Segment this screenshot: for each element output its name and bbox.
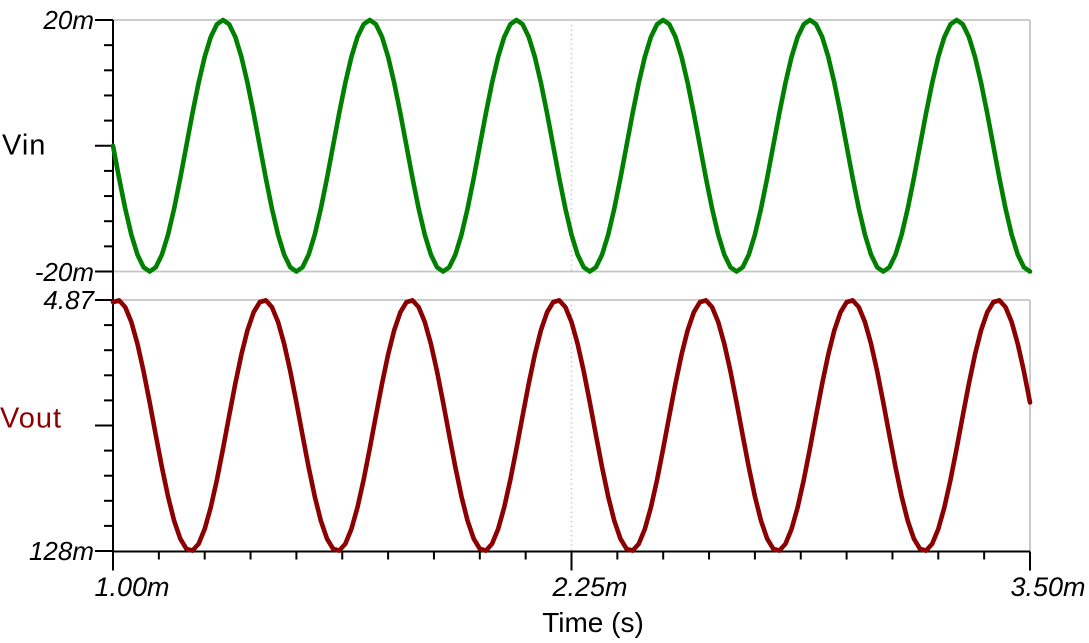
x-axis-title: Time (s) <box>542 607 644 638</box>
x-tick-label-1: 1.00m <box>94 572 170 602</box>
x-tick-label-2: 2.25m <box>552 572 628 602</box>
traces <box>110 17 1033 553</box>
vout-max-tick-label: 4.87 <box>43 285 94 315</box>
x-tick-label-3: 3.50m <box>1010 572 1086 602</box>
vout-min-tick-label: 128m <box>28 536 94 566</box>
vout-trace[interactable] <box>110 298 1033 553</box>
vin-max-tick-label: 20m <box>43 5 94 35</box>
vin-trace[interactable] <box>110 17 1033 274</box>
vin-min-tick-label: -20m <box>34 257 94 287</box>
vin-trace-label[interactable]: Vin <box>2 129 47 162</box>
axes-and-ticks <box>95 19 1031 571</box>
vout-trace-label[interactable]: Vout <box>0 402 63 435</box>
